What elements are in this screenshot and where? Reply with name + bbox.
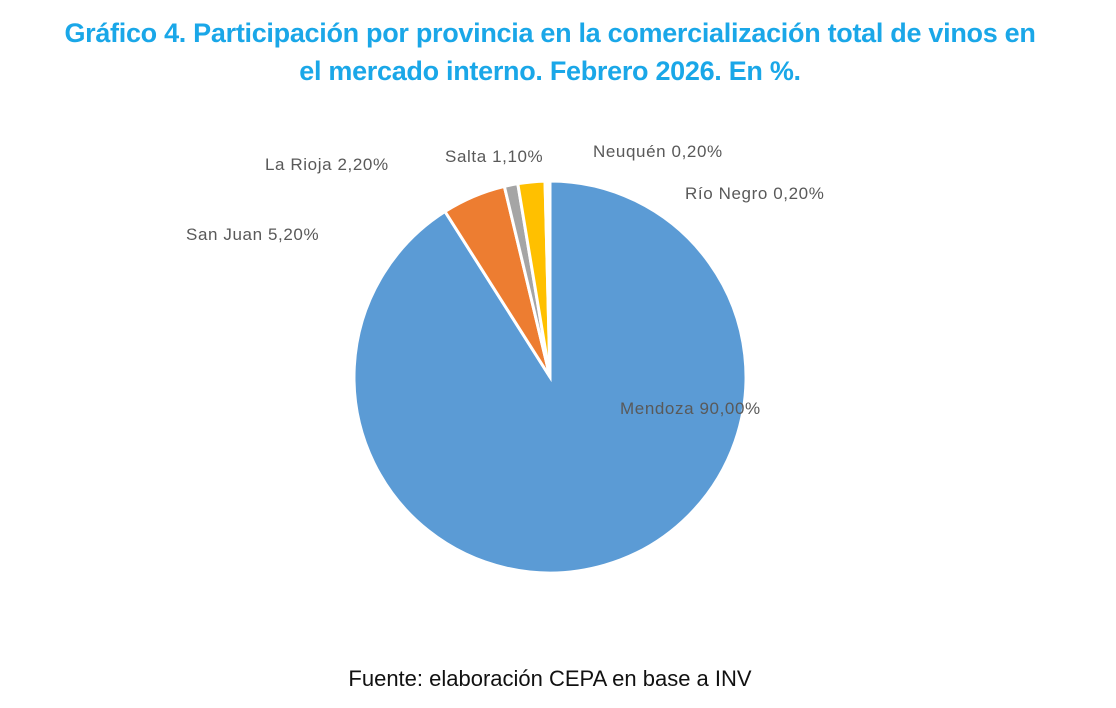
pie-slice-r-o-negro [545,179,552,378]
data-label: Salta 1,10% [445,147,543,166]
chart-title-line1: Gráfico 4. Participación por provincia e… [64,18,1036,48]
chart-title: Gráfico 4. Participación por provincia e… [0,14,1100,90]
source-note: Fuente: elaboración CEPA en base a INV [348,666,752,691]
data-label: Mendoza 90,00% [620,399,761,418]
data-label: Neuquén 0,20% [593,142,723,161]
chart-title-line2: el mercado interno. Febrero 2026. En %. [299,56,801,86]
data-label: San Juan 5,20% [186,225,319,244]
data-label: Río Negro 0,20% [685,184,824,203]
data-label: La Rioja 2,20% [265,155,389,174]
